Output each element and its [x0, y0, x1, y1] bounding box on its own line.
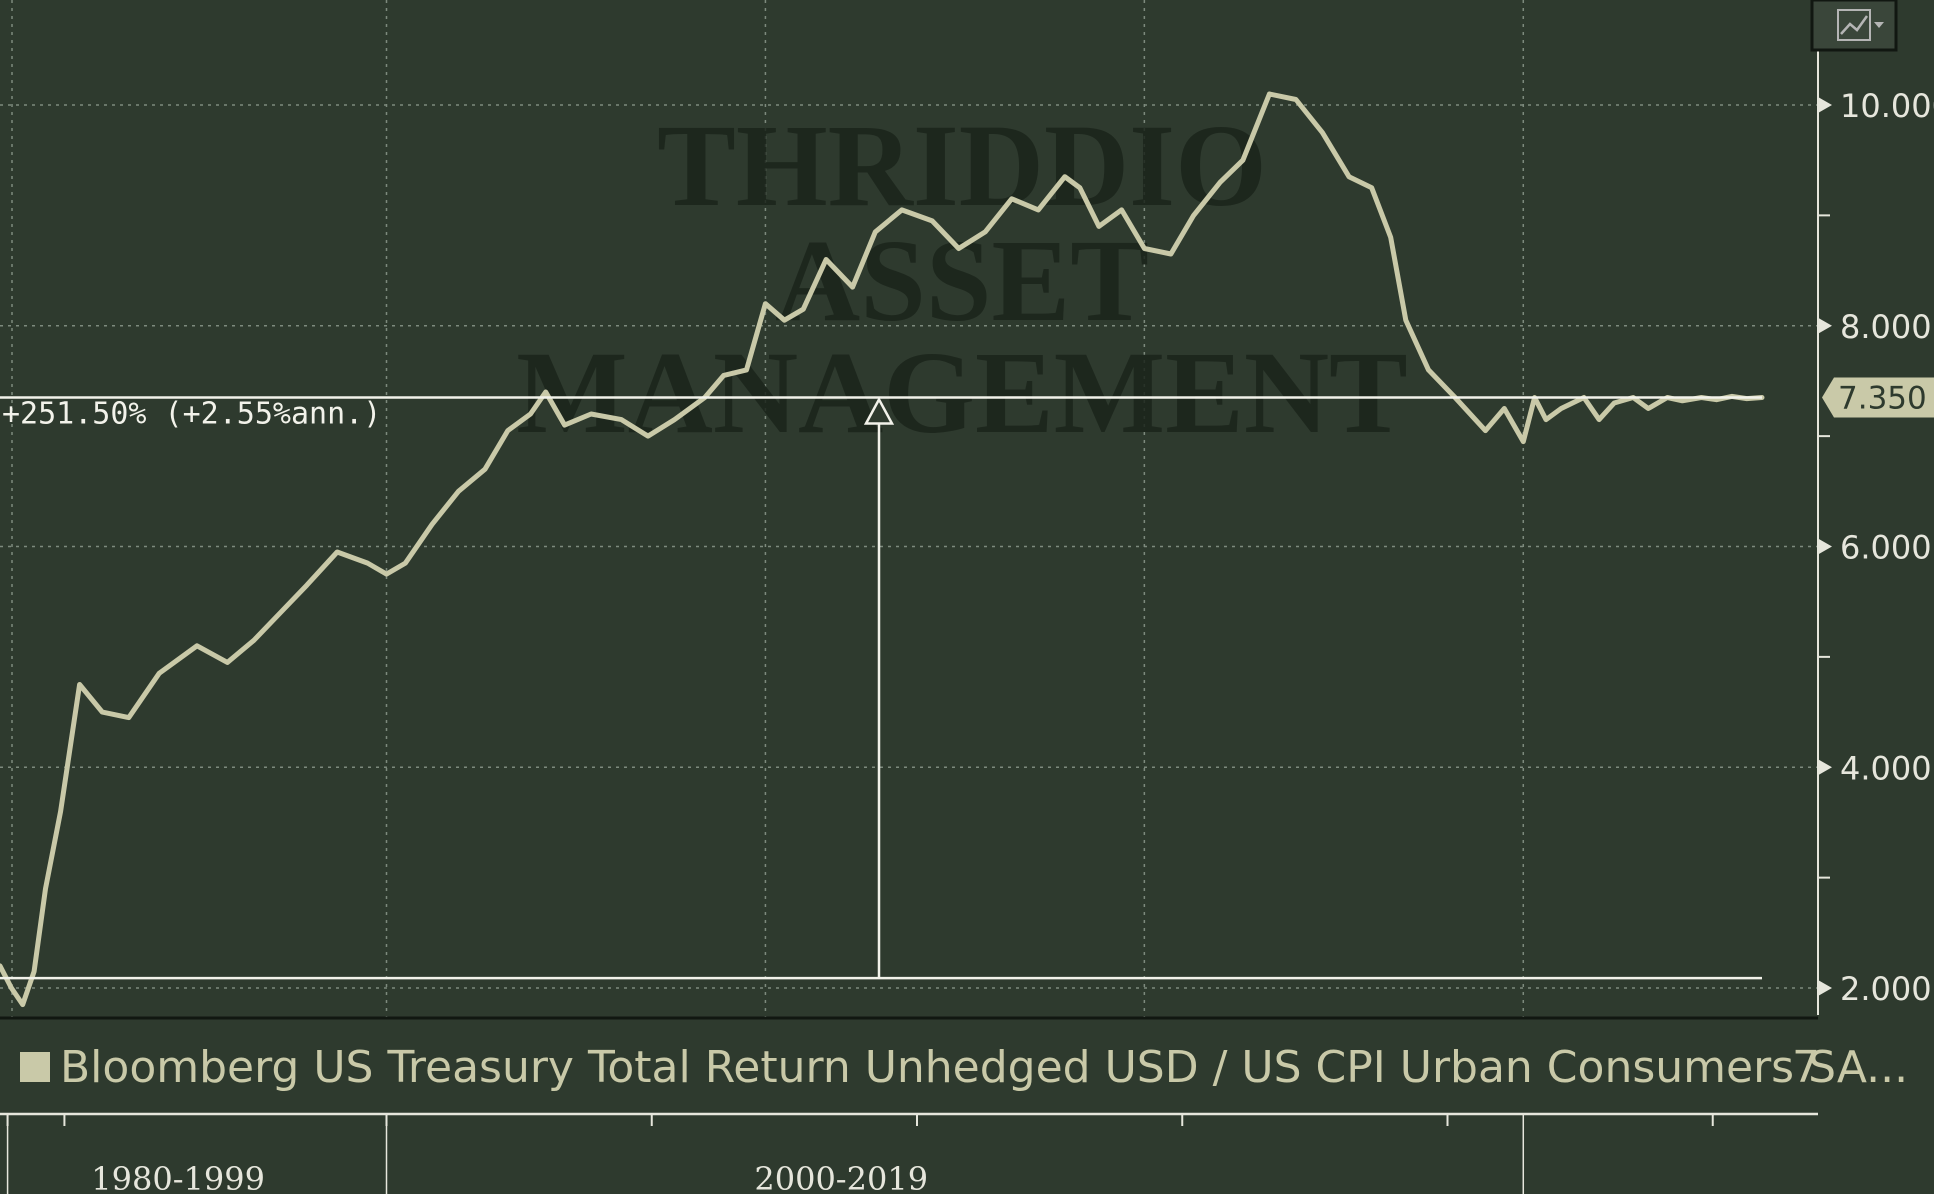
last-value-label: 7.350	[1838, 380, 1927, 416]
y-tick-label: 6.000	[1840, 529, 1932, 567]
y-tick-label: 2.000	[1840, 970, 1932, 1008]
last-value-badge	[1822, 377, 1934, 418]
chevron-down-icon	[1874, 22, 1884, 28]
x-axis: 1980-1999 2000-2019	[6, 1114, 1714, 1194]
legend-swatch	[20, 1052, 50, 1082]
y-tick-label: 10.000	[1840, 87, 1934, 125]
x-group-label: 1980-1999	[91, 1160, 265, 1194]
legend-trailing-value: 7	[1792, 1042, 1820, 1093]
y-tick-arrow	[1818, 538, 1832, 555]
y-tick-arrow	[1818, 97, 1832, 113]
annotation-text: +251.50% (+2.55%ann.)	[2, 396, 381, 431]
chart-line-icon-frame	[1837, 9, 1871, 41]
y-axis: 2.000 4.000 6.000 8.000 10.000 7.350	[1817, 0, 1934, 1015]
legend: Bloomberg US Treasury Total Return Unhed…	[0, 1016, 1908, 1116]
y-tick-arrow	[1818, 759, 1832, 776]
annotation: +251.50% (+2.55%ann.)	[0, 396, 1762, 980]
annotation-arrow-head	[863, 396, 895, 425]
y-tick-arrow	[1818, 317, 1832, 334]
y-tick-arrow	[1818, 980, 1832, 996]
chart-type-button[interactable]	[1810, 0, 1898, 52]
y-tick-label: 4.000	[1840, 749, 1932, 787]
watermark-line: MANAGEMENT	[516, 327, 1408, 458]
watermark-line: ASSET	[775, 215, 1149, 346]
chart-line-icon-line	[1840, 15, 1869, 35]
x-group-label: 2000-2019	[754, 1160, 928, 1194]
legend-box	[0, 1018, 1818, 1114]
y-tick-label: 8.000	[1840, 308, 1932, 346]
chart-line-icon[interactable]	[1837, 9, 1884, 41]
legend-label: Bloomberg US Treasury Total Return Unhed…	[60, 1042, 1908, 1093]
grid	[0, 0, 1818, 1018]
watermark-line: THRIDDIO	[657, 100, 1267, 231]
toolbar[interactable]	[1810, 0, 1898, 52]
